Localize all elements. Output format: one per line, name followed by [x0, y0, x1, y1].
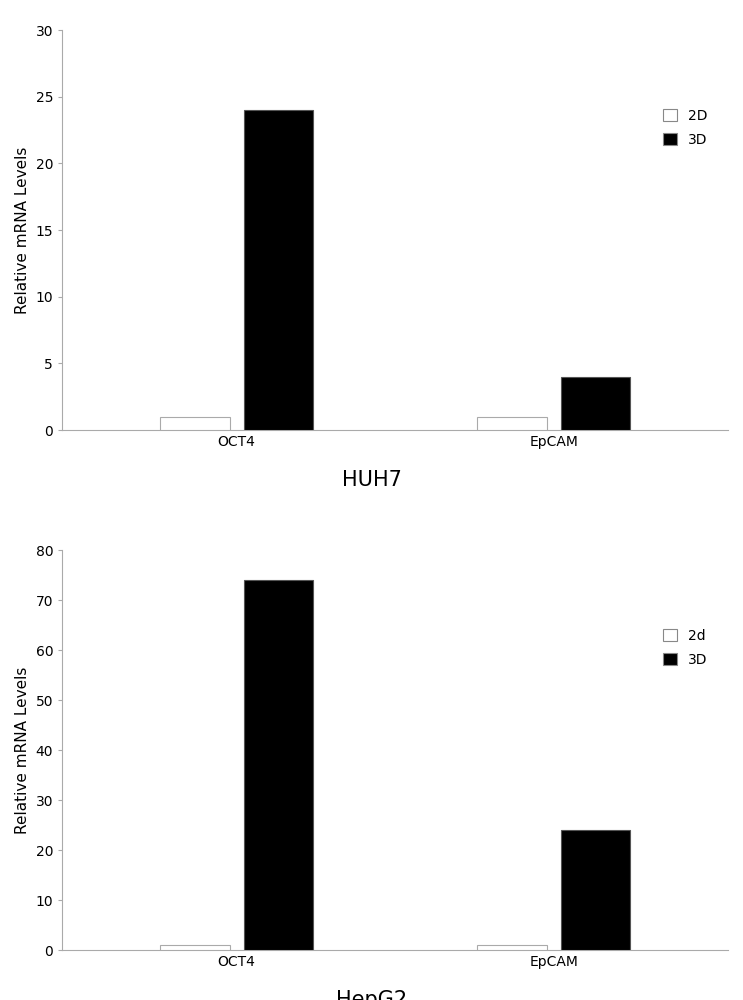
Bar — [477, 945, 547, 950]
Text: HepG2: HepG2 — [336, 990, 407, 1000]
Bar — [244, 110, 314, 430]
Bar — [561, 377, 630, 430]
Bar — [561, 830, 630, 950]
Legend: 2D, 3D: 2D, 3D — [663, 109, 708, 147]
Bar — [244, 580, 314, 950]
Bar — [160, 417, 230, 430]
Legend: 2d, 3D: 2d, 3D — [663, 629, 708, 667]
Text: HUH7: HUH7 — [342, 470, 401, 490]
Bar — [477, 417, 547, 430]
Y-axis label: Relative mRNA Levels: Relative mRNA Levels — [15, 666, 30, 834]
Y-axis label: Relative mRNA Levels: Relative mRNA Levels — [15, 146, 30, 314]
Bar — [160, 945, 230, 950]
